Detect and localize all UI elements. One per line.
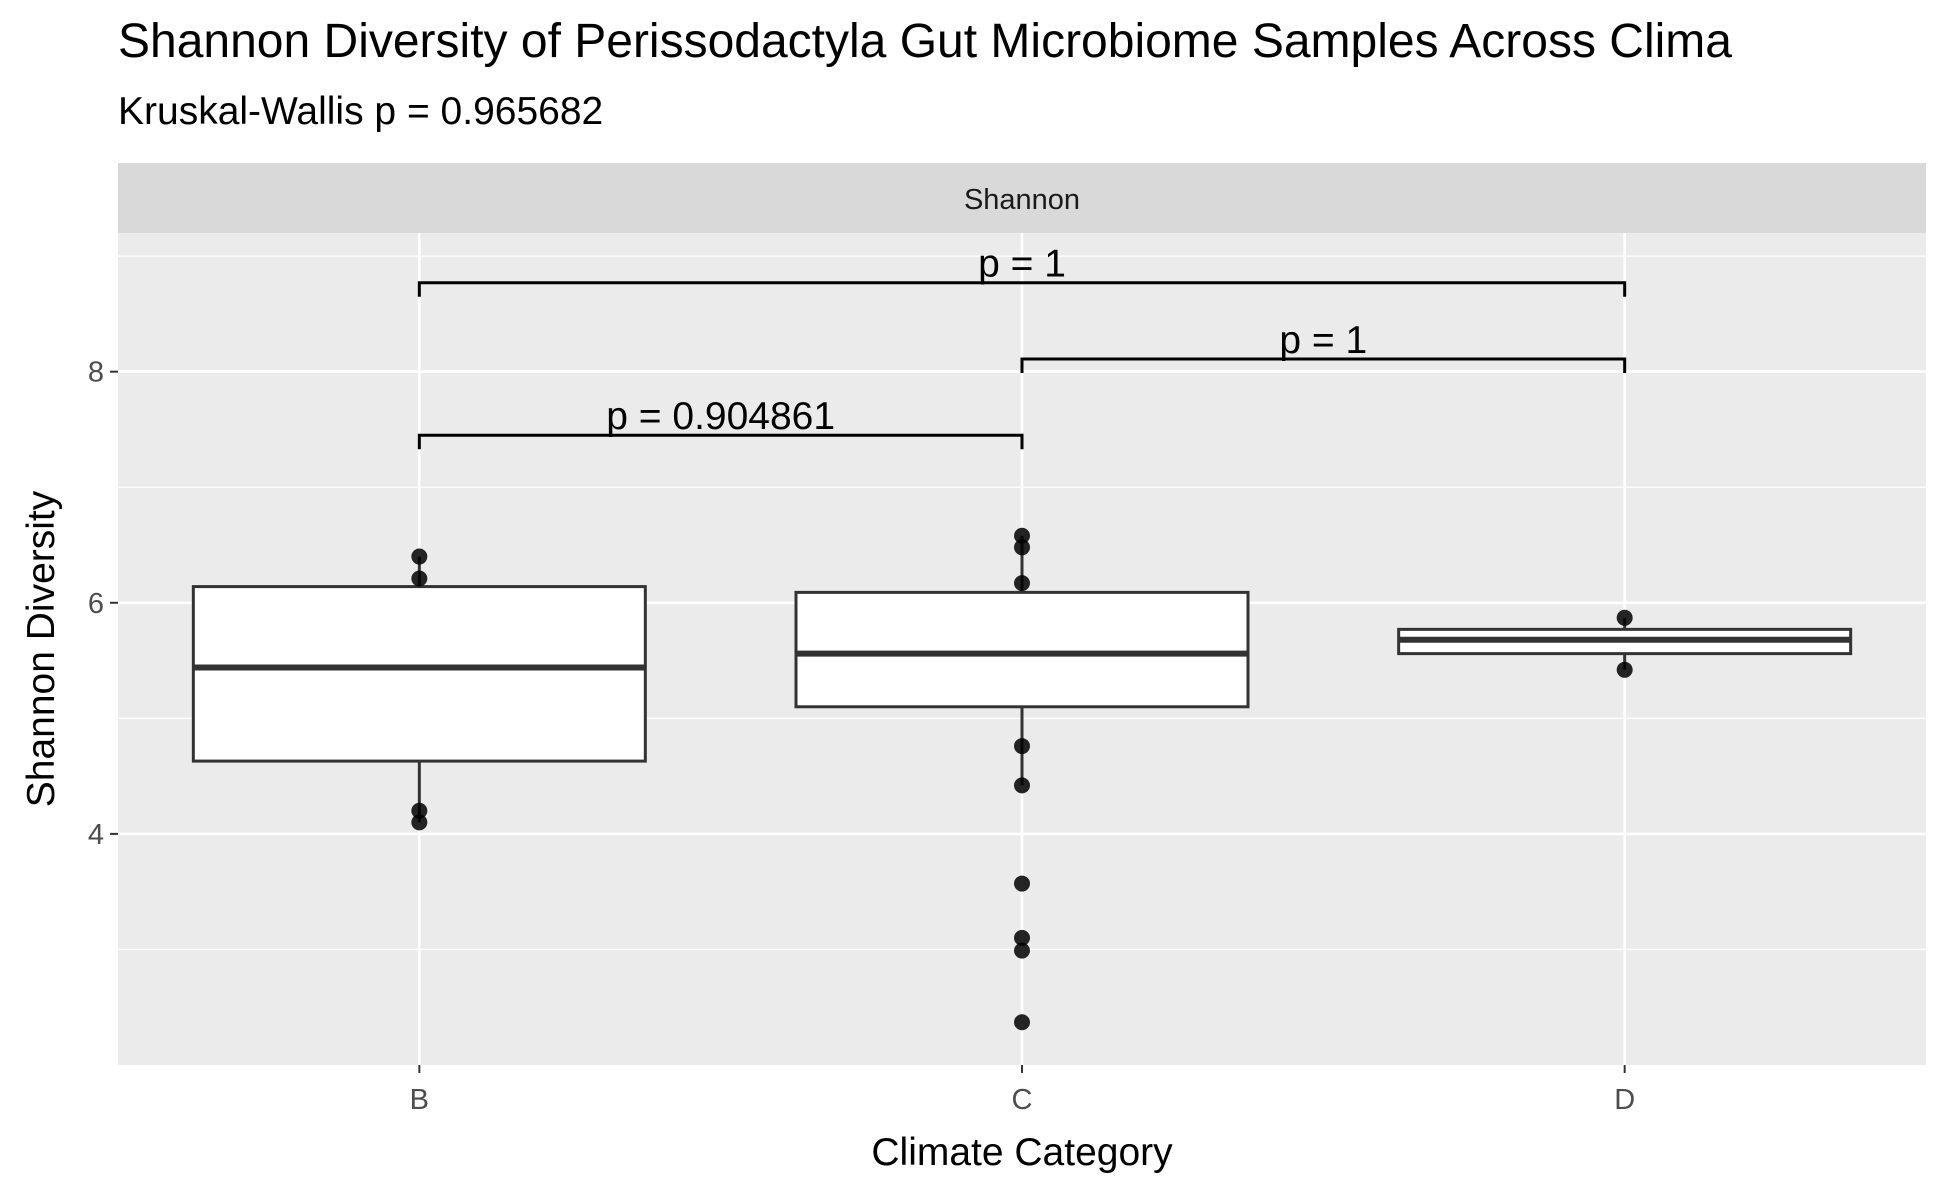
comparison-bracket <box>417 433 1024 450</box>
comparison-bracket <box>1020 357 1627 373</box>
data-point <box>411 802 428 819</box>
data-points <box>411 527 1633 1031</box>
y-tick-label: 8 <box>88 357 104 389</box>
data-point <box>411 570 428 587</box>
data-point <box>1616 609 1633 626</box>
x-tick-label: B <box>410 1084 429 1116</box>
y-tick-label: 4 <box>88 819 104 851</box>
chart-subtitle: Kruskal-Wallis p = 0.965682 <box>118 90 604 133</box>
box-B <box>191 585 647 763</box>
chart-title: Shannon Diversity of Perissodactyla Gut … <box>118 15 1732 68</box>
data-point <box>1014 575 1030 592</box>
comparison-label: p = 0.904861 <box>606 395 835 438</box>
x-tick-label: D <box>1614 1084 1635 1116</box>
data-point <box>1014 738 1030 755</box>
data-point <box>1014 777 1030 794</box>
data-point <box>1014 942 1030 959</box>
comparison-brackets: p = 0.904861 p = 1 p = 1 <box>417 243 1627 450</box>
data-point <box>1014 1014 1030 1031</box>
comparison-label: p = 1 <box>1279 319 1367 362</box>
y-tick-label: 6 <box>88 588 104 620</box>
data-point <box>1014 539 1030 556</box>
comparison-label: p = 1 <box>978 243 1066 286</box>
box-C <box>794 590 1250 709</box>
data-point <box>1014 929 1030 946</box>
facet-strip-label: Shannon <box>964 184 1080 216</box>
data-point <box>411 548 428 565</box>
data-point <box>1616 661 1633 678</box>
data-point <box>411 814 428 831</box>
x-axis-title: Climate Category <box>871 1131 1173 1174</box>
boxes <box>191 535 1853 823</box>
facet-strip <box>118 163 1926 233</box>
comparison-bracket <box>417 281 1627 297</box>
axes: 4 6 8 B C D <box>88 357 1635 1116</box>
x-tick-label: C <box>1012 1084 1033 1116</box>
data-point <box>1014 875 1030 892</box>
data-point <box>1014 527 1030 544</box>
y-axis-title: Shannon Diversity <box>20 490 63 807</box>
